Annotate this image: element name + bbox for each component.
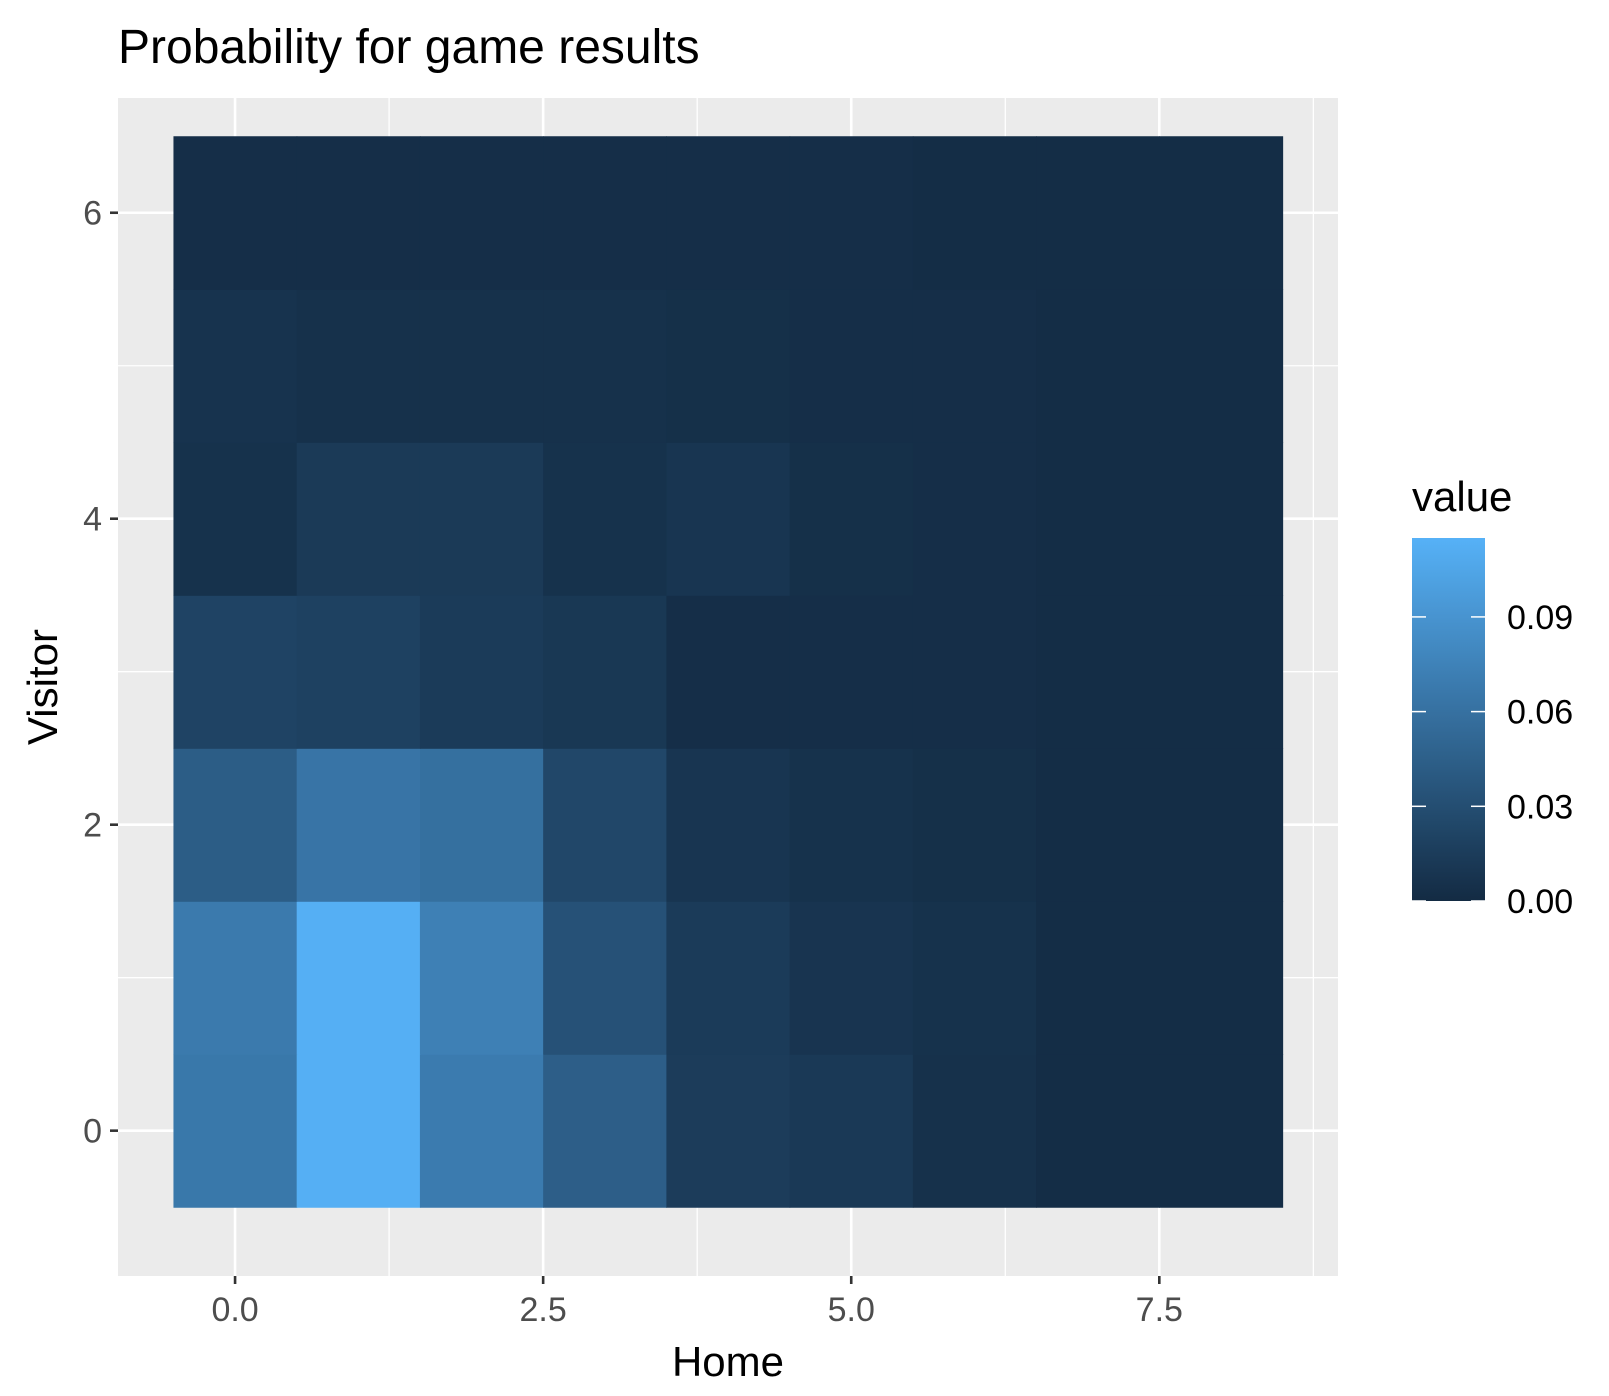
legend-colorbar — [1412, 538, 1485, 901]
heatmap-cell — [296, 901, 421, 1055]
heatmap-cell — [543, 136, 667, 290]
heatmap-cell — [1159, 442, 1284, 596]
heatmap-cells — [173, 136, 1284, 1208]
heatmap-cell — [1036, 442, 1160, 596]
heatmap-cell — [419, 1054, 544, 1208]
chart-title: Probability for game results — [118, 21, 700, 74]
legend-tick-label: 0.00 — [1507, 883, 1573, 921]
heatmap-cell — [543, 1054, 667, 1208]
heatmap-cell — [543, 289, 667, 443]
heatmap-cell — [296, 136, 421, 290]
heatmap-cell — [1159, 289, 1284, 443]
heatmap-cell — [419, 289, 544, 443]
heatmap-cell — [1036, 289, 1160, 443]
heatmap-cell — [296, 1054, 421, 1208]
heatmap-cell — [173, 748, 298, 902]
heatmap-cell — [912, 748, 1037, 902]
heatmap-cell — [296, 748, 421, 902]
heatmap-cell — [543, 442, 667, 596]
x-tick-label: 0.0 — [211, 1291, 258, 1329]
heatmap-cell — [1159, 901, 1284, 1055]
heatmap-cell — [296, 289, 421, 443]
legend-ticks: 0.00 0.03 0.06 0.09 — [1412, 599, 1573, 921]
heatmap-cell — [1159, 595, 1284, 749]
heatmap-cell — [789, 136, 914, 290]
heatmap-cell — [419, 442, 544, 596]
x-tick-label: 5.0 — [828, 1291, 875, 1329]
heatmap-cell — [1036, 901, 1160, 1055]
heatmap-cell — [789, 442, 914, 596]
heatmap-cell — [789, 595, 914, 749]
heatmap-cell — [912, 289, 1037, 443]
heatmap-cell — [173, 442, 298, 596]
heatmap-cell — [1159, 748, 1284, 902]
heatmap-cell — [666, 136, 791, 290]
heatmap-cell — [173, 289, 298, 443]
heatmap-cell — [543, 748, 667, 902]
legend-title: value — [1412, 473, 1512, 520]
heatmap-cell — [666, 1054, 791, 1208]
heatmap-cell — [419, 595, 544, 749]
heatmap-cell — [173, 901, 298, 1055]
x-tick-label: 2.5 — [520, 1291, 567, 1329]
heatmap-cell — [173, 1054, 298, 1208]
heatmap-cell — [789, 901, 914, 1055]
heatmap-cell — [912, 1054, 1037, 1208]
y-tick-label: 4 — [83, 501, 102, 539]
heatmap-cell — [296, 442, 421, 596]
heatmap-cell — [666, 442, 791, 596]
axes: 0.0 2.5 5.0 7.5 0 2 4 6 — [83, 195, 1183, 1329]
heatmap-cell — [666, 748, 791, 902]
y-tick-label: 6 — [83, 195, 102, 233]
heatmap-cell — [912, 901, 1037, 1055]
heatmap-cell — [173, 595, 298, 749]
heatmap-cell — [666, 901, 791, 1055]
heatmap-cell — [1159, 1054, 1284, 1208]
heatmap-cell — [173, 136, 298, 290]
heatmap-cell — [666, 595, 791, 749]
heatmap-cell — [1036, 136, 1160, 290]
heatmap-cell — [912, 442, 1037, 596]
heatmap-cell — [666, 289, 791, 443]
heatmap-cell — [296, 595, 421, 749]
x-tick-label: 7.5 — [1136, 1291, 1183, 1329]
legend-tick-label: 0.06 — [1507, 694, 1573, 732]
heatmap-cell — [543, 595, 667, 749]
heatmap-cell — [789, 289, 914, 443]
x-axis-label: Home — [672, 1338, 784, 1385]
heatmap-cell — [912, 136, 1037, 290]
legend-tick-label: 0.03 — [1507, 788, 1573, 826]
heatmap-cell — [789, 1054, 914, 1208]
heatmap-cell — [1036, 595, 1160, 749]
heatmap-cell — [1036, 1054, 1160, 1208]
y-tick-label: 2 — [83, 807, 102, 845]
heatmap-cell — [789, 748, 914, 902]
heatmap-cell — [419, 748, 544, 902]
heatmap-cell — [1159, 136, 1284, 290]
color-legend: value 0.00 0.03 0.06 0.09 — [1412, 473, 1573, 921]
heatmap-cell — [543, 901, 667, 1055]
y-axis-label: Visitor — [19, 629, 66, 745]
y-tick-label: 0 — [83, 1113, 102, 1151]
heatmap-cell — [912, 595, 1037, 749]
heatmap-cell — [1036, 748, 1160, 902]
heatmap-cell — [419, 136, 544, 290]
heatmap-cell — [419, 901, 544, 1055]
legend-tick-label: 0.09 — [1507, 599, 1573, 637]
